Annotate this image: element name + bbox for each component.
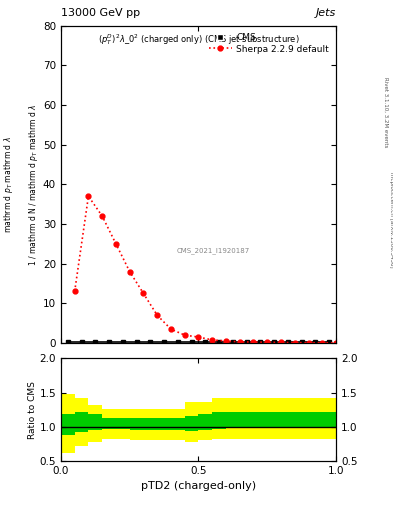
- Text: mcplots.cern.ch [arXiv:1306.3436]: mcplots.cern.ch [arXiv:1306.3436]: [389, 173, 393, 268]
- Text: Rivet 3.1.10, 3.2M events: Rivet 3.1.10, 3.2M events: [383, 77, 388, 148]
- Sherpa 2.2.9 default: [320, 340, 325, 346]
- Sherpa 2.2.9 default: [72, 288, 77, 294]
- Sherpa 2.2.9 default: [182, 332, 187, 338]
- CMS: [299, 339, 304, 345]
- CMS: [65, 339, 70, 345]
- Sherpa 2.2.9 default: [279, 339, 283, 346]
- CMS: [134, 339, 139, 345]
- CMS: [107, 339, 112, 345]
- Sherpa 2.2.9 default: [210, 337, 215, 343]
- Text: Jets: Jets: [316, 8, 336, 18]
- CMS: [79, 339, 84, 345]
- CMS: [244, 339, 249, 345]
- Sherpa 2.2.9 default: [196, 334, 201, 340]
- Sherpa 2.2.9 default: [100, 213, 105, 219]
- CMS: [162, 339, 167, 345]
- Sherpa 2.2.9 default: [334, 340, 338, 346]
- CMS: [258, 339, 263, 345]
- Sherpa 2.2.9 default: [265, 339, 270, 345]
- CMS: [93, 339, 97, 345]
- Text: CMS_2021_I1920187: CMS_2021_I1920187: [176, 247, 250, 254]
- Sherpa 2.2.9 default: [127, 268, 132, 274]
- Sherpa 2.2.9 default: [86, 193, 91, 199]
- Sherpa 2.2.9 default: [237, 339, 242, 345]
- CMS: [120, 339, 125, 345]
- Sherpa 2.2.9 default: [169, 326, 173, 332]
- Sherpa 2.2.9 default: [224, 338, 228, 344]
- CMS: [189, 339, 194, 345]
- Text: $(p_T^D)^2\lambda\_0^2$ (charged only) (CMS jet substructure): $(p_T^D)^2\lambda\_0^2$ (charged only) (…: [97, 32, 299, 47]
- CMS: [230, 339, 235, 345]
- CMS: [217, 339, 222, 345]
- Sherpa 2.2.9 default: [141, 290, 146, 296]
- CMS: [203, 339, 208, 345]
- Y-axis label: mathrm d$^2$N
mathrm d $p_T$ mathrm d $\lambda$

1 / mathrm d N / mathrm d $p_T$: mathrm d$^2$N mathrm d $p_T$ mathrm d $\…: [0, 103, 40, 266]
- CMS: [313, 339, 318, 345]
- Sherpa 2.2.9 default: [306, 339, 311, 346]
- Sherpa 2.2.9 default: [292, 339, 297, 346]
- CMS: [285, 339, 290, 345]
- Line: CMS: CMS: [66, 340, 331, 344]
- CMS: [175, 339, 180, 345]
- CMS: [272, 339, 277, 345]
- Legend: CMS, Sherpa 2.2.9 default: CMS, Sherpa 2.2.9 default: [206, 30, 332, 56]
- CMS: [327, 339, 332, 345]
- Text: 13000 GeV pp: 13000 GeV pp: [61, 8, 140, 18]
- Sherpa 2.2.9 default: [114, 241, 118, 247]
- Line: Sherpa 2.2.9 default: Sherpa 2.2.9 default: [75, 196, 336, 343]
- X-axis label: pTD2 (charged-only): pTD2 (charged-only): [141, 481, 256, 491]
- Y-axis label: Ratio to CMS: Ratio to CMS: [28, 380, 37, 439]
- Sherpa 2.2.9 default: [155, 312, 160, 318]
- CMS: [148, 339, 152, 345]
- Sherpa 2.2.9 default: [251, 339, 256, 345]
